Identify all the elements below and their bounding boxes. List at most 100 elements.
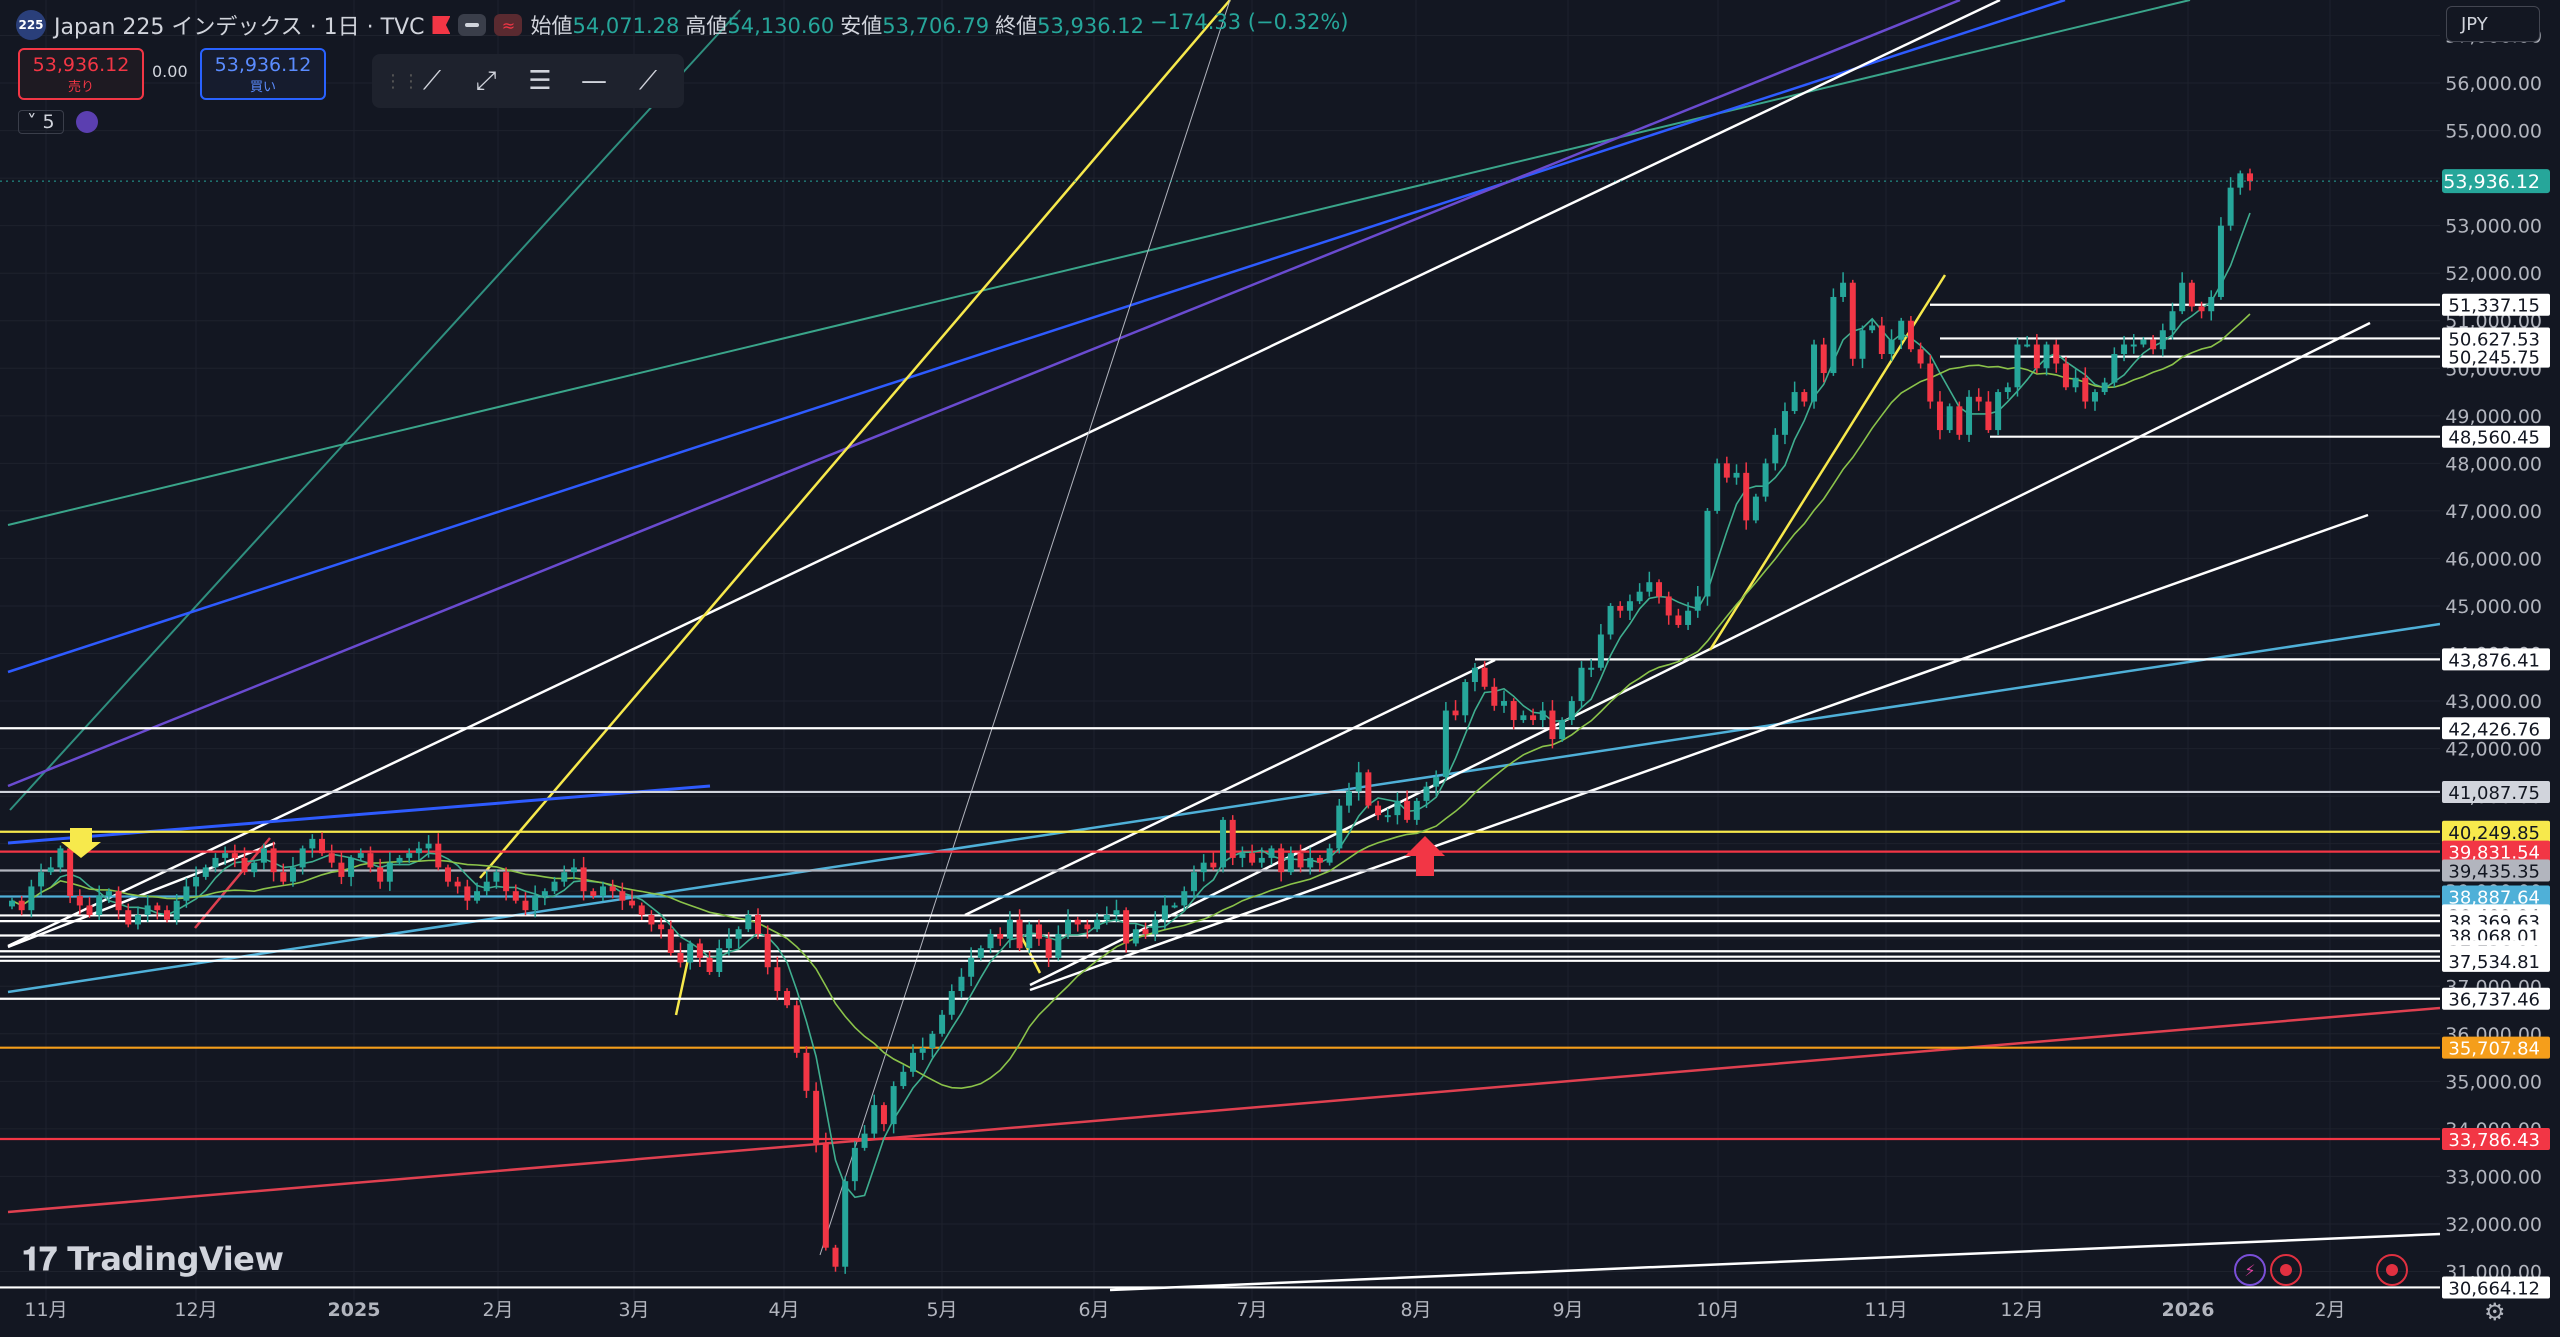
- trendline-icon[interactable]: ⟋: [422, 65, 442, 96]
- candle-body: [1704, 510, 1711, 597]
- candle-body: [1539, 710, 1546, 721]
- candle-body: [1762, 463, 1769, 497]
- candle-body: [1626, 601, 1633, 611]
- drawing-layer[interactable]: [7, 0, 2441, 1292]
- candle-body: [648, 914, 655, 925]
- trendline-blue[interactable]: [7, 0, 2066, 674]
- candle-body: [522, 900, 529, 911]
- trendline-white-upper[interactable]: [7, 0, 2001, 948]
- trendline-blue-short[interactable]: [7, 784, 711, 845]
- candle-body: [57, 848, 64, 868]
- trendline-white-early[interactable]: [7, 841, 276, 949]
- candle-body: [1016, 919, 1023, 949]
- x-tick-label: 12月: [2000, 1299, 2043, 1321]
- candle-body: [1694, 596, 1701, 611]
- indicator-toggle[interactable]: ˅ 5: [18, 110, 64, 134]
- symbol-title[interactable]: Japan 225 インデックス · 1日 · TVC: [54, 15, 425, 40]
- minimize-icon[interactable]: [458, 14, 487, 36]
- price-level-tag: [2442, 885, 2550, 908]
- candle-body: [1936, 401, 1943, 431]
- trendline-white-bottom[interactable]: [1109, 1232, 2441, 1292]
- gear-icon[interactable]: ⚙: [2484, 1298, 2506, 1326]
- buy-button[interactable]: 53,936.12 買い: [200, 48, 326, 100]
- candle-body: [76, 895, 83, 906]
- candle-body: [328, 853, 335, 863]
- wave-icon[interactable]: ≈: [494, 14, 523, 36]
- fib-icon[interactable]: ☰: [528, 66, 552, 96]
- candle-body: [667, 929, 674, 953]
- candle-body: [454, 881, 461, 887]
- symbol-badge[interactable]: 225: [16, 10, 46, 40]
- candle-body: [1152, 919, 1159, 934]
- candle-body: [1966, 396, 1973, 435]
- candle-body: [599, 886, 606, 896]
- candle-body: [1607, 605, 1614, 635]
- event-lightning-icon[interactable]: ⚡: [2234, 1254, 2266, 1286]
- candle-body: [47, 867, 54, 873]
- candle-body: [1510, 701, 1517, 721]
- candle-body: [415, 848, 422, 854]
- trendline-purple[interactable]: [7, 0, 1961, 788]
- sell-button[interactable]: 53,936.12 売り: [18, 48, 144, 100]
- candle-body: [18, 900, 25, 911]
- candle-body: [1597, 634, 1604, 668]
- trendline-red-support[interactable]: [7, 1006, 2441, 1214]
- trendline-teal-long[interactable]: [7, 0, 2191, 526]
- event-dividend-icon[interactable]: [2270, 1254, 2302, 1286]
- trendline-yellow-short-1[interactable]: [1708, 274, 1947, 651]
- trendline-red-short[interactable]: [194, 837, 271, 929]
- candle-body: [1588, 667, 1595, 670]
- channel-white-mid[interactable]: [1029, 321, 2371, 987]
- candle-body: [861, 1133, 868, 1148]
- horizontal-line-icon[interactable]: —: [581, 66, 607, 96]
- candle-body: [551, 881, 558, 892]
- price-level-tag: [2442, 425, 2550, 448]
- candle-body: [2053, 344, 2060, 364]
- candle-body: [1229, 819, 1236, 858]
- candle-body: [2159, 330, 2166, 350]
- ray-icon[interactable]: ⤢: [475, 65, 497, 96]
- candle-body: [115, 891, 122, 911]
- trendline-teal-steep[interactable]: [9, 9, 741, 811]
- candle-body: [1171, 905, 1178, 908]
- trendline-yellow[interactable]: [479, 0, 1231, 879]
- candle-body: [900, 1071, 907, 1087]
- trendline-cyan[interactable]: [7, 622, 2441, 994]
- candle-body: [1830, 296, 1837, 374]
- y-tick-label: 33,000.00: [2445, 1166, 2542, 1188]
- candle-body: [2130, 344, 2137, 347]
- price-levels[interactable]: [0, 303, 2440, 1289]
- extended-line-icon[interactable]: ⟋: [638, 65, 658, 96]
- candle-body: [1433, 777, 1440, 787]
- x-tick-label: 8月: [1400, 1299, 1431, 1321]
- indicator-bar: ˅ 5: [18, 110, 98, 134]
- grip-icon[interactable]: ⋮⋮: [384, 70, 420, 92]
- price-level-label: 30,664.12: [2448, 1278, 2540, 1299]
- currency-select[interactable]: JPY: [2446, 6, 2540, 42]
- trendline-grey-thin[interactable]: [819, 0, 1231, 1256]
- candle-body: [2033, 344, 2040, 369]
- candle-body: [1026, 924, 1033, 949]
- candle-body: [1985, 401, 1992, 431]
- time-axis[interactable]: 11月 12月 2025 2月 3月 4月 5月 6月 7月 8月 9月 10月 11月 12月 2026 2…: [24, 1299, 2345, 1321]
- event-earnings-icon[interactable]: [2376, 1254, 2408, 1286]
- candle-body: [764, 933, 771, 968]
- candle-body: [367, 853, 374, 868]
- candle-body: [202, 867, 209, 877]
- indicator-dot-icon[interactable]: [75, 111, 98, 133]
- flag-icon[interactable]: [432, 16, 451, 34]
- candle-body: [1326, 848, 1333, 863]
- candle-body: [2072, 377, 2079, 388]
- ohlc-values: 始値54,071.28 高値54,130.60 安値53,706.79 終値53…: [530, 10, 1348, 40]
- candle-body: [348, 857, 355, 877]
- y-tick-label: 46,000.00: [2445, 548, 2542, 570]
- ohlc-high: 高値54,130.60: [685, 14, 835, 38]
- candle-body: [1355, 772, 1362, 792]
- candle-body: [1316, 857, 1323, 863]
- channel-white-top[interactable]: [964, 658, 1496, 917]
- candle-body: [842, 1181, 849, 1267]
- candle-body: [1181, 891, 1188, 906]
- channel-white-low[interactable]: [1029, 513, 2369, 992]
- candle-body: [1394, 800, 1401, 816]
